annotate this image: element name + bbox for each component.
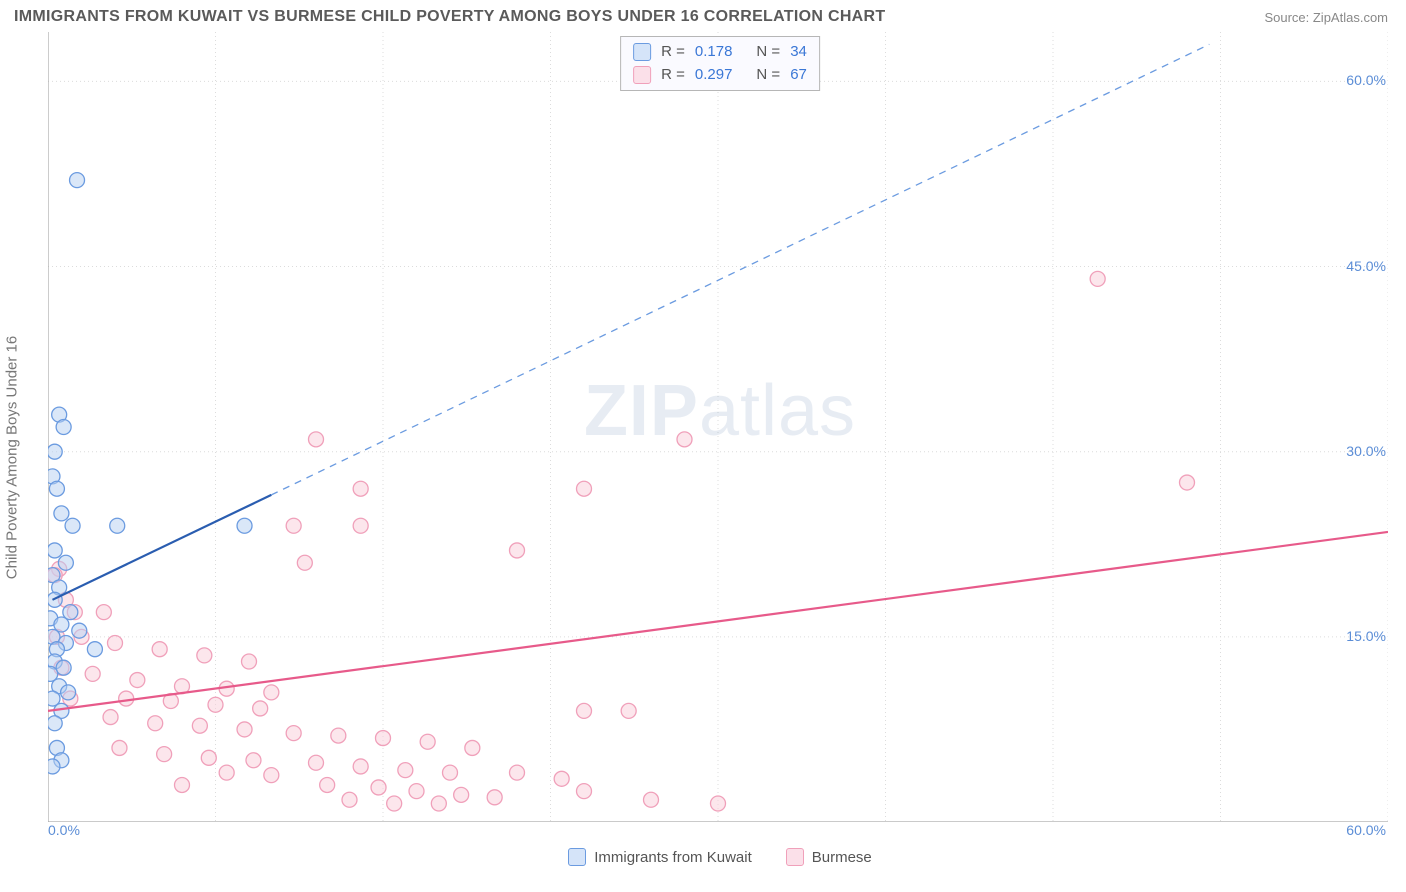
plot-area: ZIPatlas R = 0.178 N = 34 R = 0.297 N = … — [48, 32, 1392, 822]
y-tick-label: 15.0% — [1346, 628, 1386, 644]
legend-item-burmese: Burmese — [786, 848, 872, 866]
legend-stats-row-burmese: R = 0.297 N = 67 — [633, 64, 807, 87]
legend-series: Immigrants from Kuwait Burmese — [14, 844, 1392, 866]
y-tick-label: 45.0% — [1346, 258, 1386, 274]
swatch-kuwait-icon — [633, 43, 651, 61]
n-label: N = — [756, 64, 780, 87]
chart-header: IMMIGRANTS FROM KUWAIT VS BURMESE CHILD … — [0, 0, 1406, 32]
legend-stats: R = 0.178 N = 34 R = 0.297 N = 67 — [620, 36, 820, 91]
swatch-burmese-icon — [786, 848, 804, 866]
chart-title: IMMIGRANTS FROM KUWAIT VS BURMESE CHILD … — [14, 8, 885, 26]
swatch-burmese-icon — [633, 66, 651, 84]
x-tick-label: 0.0% — [48, 822, 80, 838]
legend-label-burmese: Burmese — [812, 849, 872, 866]
scatter-plot-svg — [48, 32, 1388, 822]
legend-stats-row-kuwait: R = 0.178 N = 34 — [633, 41, 807, 64]
source-label: Source: ZipAtlas.com — [1264, 10, 1388, 25]
r-value-burmese: 0.297 — [695, 64, 733, 87]
y-tick-label: 30.0% — [1346, 443, 1386, 459]
n-value-kuwait: 34 — [790, 41, 807, 64]
x-tick-label: 60.0% — [1346, 822, 1386, 838]
r-label: R = — [661, 64, 685, 87]
r-label: R = — [661, 41, 685, 64]
swatch-kuwait-icon — [568, 848, 586, 866]
n-value-burmese: 67 — [790, 64, 807, 87]
legend-item-kuwait: Immigrants from Kuwait — [568, 848, 752, 866]
y-tick-label: 60.0% — [1346, 72, 1386, 88]
r-value-kuwait: 0.178 — [695, 41, 733, 64]
y-axis-label: Child Poverty Among Boys Under 16 — [4, 336, 21, 579]
n-label: N = — [756, 41, 780, 64]
legend-label-kuwait: Immigrants from Kuwait — [594, 849, 752, 866]
chart-container: Child Poverty Among Boys Under 16 ZIPatl… — [14, 32, 1392, 866]
x-axis-ticks: 0.0% 60.0% — [48, 822, 1388, 844]
